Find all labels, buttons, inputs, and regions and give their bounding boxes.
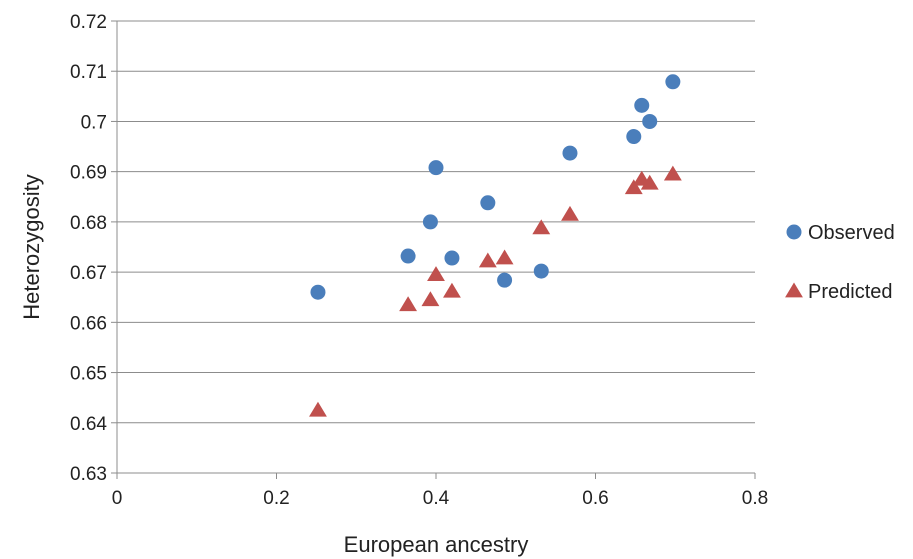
observed-point bbox=[634, 97, 650, 113]
x-axis-title: European ancestry bbox=[344, 532, 529, 557]
observed-point bbox=[562, 145, 578, 161]
predicted-point bbox=[399, 296, 418, 312]
observed-point bbox=[480, 195, 496, 211]
legend-label-predicted: Predicted bbox=[808, 281, 893, 303]
y-axis-ticks: 0.63 0.64 0.65 0.66 0.67 0.68 0.69 0.7 0.71 0.72 bbox=[70, 12, 117, 485]
y-tick-label: 0.63 bbox=[70, 464, 107, 485]
x-tick-label: 0.6 bbox=[582, 488, 608, 509]
legend-marker-observed bbox=[786, 224, 802, 240]
legend-item-predicted: Predicted bbox=[785, 281, 893, 303]
observed-point bbox=[400, 248, 416, 264]
observed-point bbox=[444, 250, 460, 266]
y-tick-label: 0.69 bbox=[70, 163, 107, 184]
observed-point bbox=[428, 160, 444, 176]
observed-point bbox=[642, 113, 658, 129]
x-tick-label: 0 bbox=[112, 488, 123, 509]
legend: Observed Predicted bbox=[785, 222, 895, 303]
predicted-point bbox=[561, 205, 579, 221]
x-tick-label: 0.2 bbox=[263, 488, 289, 509]
x-axis-ticks: 0 0.2 0.4 0.6 0.8 bbox=[112, 473, 768, 509]
predicted-point bbox=[478, 252, 497, 268]
y-tick-label: 0.64 bbox=[70, 414, 107, 435]
predicted-point bbox=[443, 282, 461, 298]
y-tick-label: 0.67 bbox=[70, 263, 107, 284]
y-tick-label: 0.65 bbox=[70, 364, 107, 385]
predicted-point bbox=[427, 266, 445, 281]
observed-point bbox=[665, 74, 681, 90]
x-tick-label: 0.4 bbox=[423, 488, 450, 509]
x-tick-label: 0.8 bbox=[742, 488, 768, 509]
predicted-point bbox=[532, 219, 551, 235]
legend-item-observed: Observed bbox=[786, 222, 895, 244]
y-tick-label: 0.72 bbox=[70, 12, 107, 33]
predicted-point bbox=[663, 165, 682, 181]
y-tick-label: 0.66 bbox=[70, 313, 107, 334]
predicted-point bbox=[624, 179, 643, 195]
predicted-point bbox=[309, 401, 327, 417]
predicted-point bbox=[640, 174, 659, 190]
observed-point bbox=[422, 214, 438, 230]
observed-point bbox=[497, 272, 513, 288]
observed-point bbox=[533, 263, 549, 279]
data-points bbox=[309, 74, 682, 417]
legend-marker-predicted bbox=[785, 282, 803, 298]
legend-label-observed: Observed bbox=[808, 222, 895, 244]
observed-point bbox=[310, 284, 326, 300]
y-tick-label: 0.7 bbox=[81, 112, 107, 133]
y-tick-label: 0.71 bbox=[70, 62, 107, 83]
y-tick-label: 0.68 bbox=[70, 213, 107, 234]
predicted-point bbox=[421, 291, 440, 307]
y-axis-title: Heterozygosity bbox=[19, 174, 44, 320]
observed-point bbox=[626, 129, 642, 145]
predicted-point bbox=[495, 249, 514, 265]
